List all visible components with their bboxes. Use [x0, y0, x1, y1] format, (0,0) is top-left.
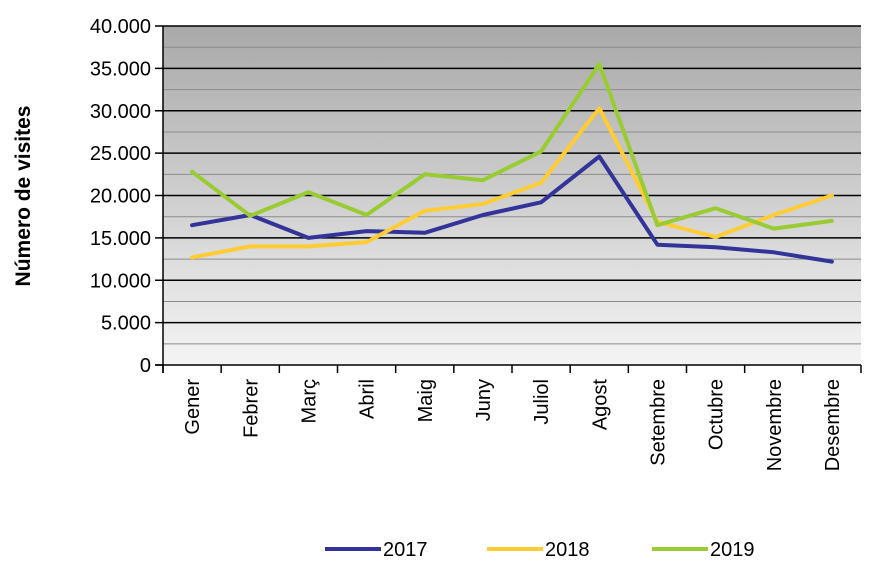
y-tick-label: 0 — [140, 355, 151, 377]
series-line-2019 — [190, 62, 834, 231]
x-tick-label: Març — [298, 379, 320, 423]
series-lines — [190, 62, 834, 264]
y-tick-label: 20.000 — [90, 186, 151, 208]
legend: 2017 2018 2019 — [325, 539, 755, 561]
series-line-2018 — [190, 106, 834, 260]
x-tick-label: Octubre — [706, 379, 728, 450]
x-tick-label: Setembre — [647, 379, 669, 466]
x-tick-label: Abril — [357, 379, 379, 419]
legend-label-2019: 2019 — [710, 539, 755, 561]
y-tick-label: 15.000 — [90, 228, 151, 250]
x-tick-label: Juliol — [531, 379, 553, 425]
x-tick-label: Juny — [473, 379, 495, 421]
x-tick-label: Gener — [182, 379, 204, 435]
y-axis-ticks: 0 5.000 10.000 15.000 20.000 25.000 30.000 35.0… — [90, 16, 163, 377]
gridlines — [163, 25, 861, 345]
y-tick-label: 30.000 — [90, 101, 151, 123]
legend-label-2017: 2017 — [383, 539, 428, 561]
x-tick-label: Febrer — [240, 379, 262, 438]
axes — [155, 26, 861, 373]
y-tick-label: 5.000 — [101, 313, 151, 335]
x-axis-ticks: Gener Febrer Març Abril Maig Juny Juliol Agost S… — [162, 365, 862, 471]
y-axis-label: Número de visites — [12, 106, 35, 287]
y-tick-label: 35.000 — [90, 58, 151, 80]
x-tick-label: Desembre — [822, 379, 844, 471]
x-tick-label: Agost — [589, 379, 611, 431]
y-tick-label: 10.000 — [90, 270, 151, 292]
x-tick-label: Maig — [415, 379, 437, 422]
series-line-2017 — [190, 154, 834, 264]
y-tick-label: 25.000 — [90, 143, 151, 165]
y-tick-label: 40.000 — [90, 16, 151, 38]
x-tick-label: Novembre — [764, 379, 786, 471]
legend-label-2018: 2018 — [545, 539, 590, 561]
